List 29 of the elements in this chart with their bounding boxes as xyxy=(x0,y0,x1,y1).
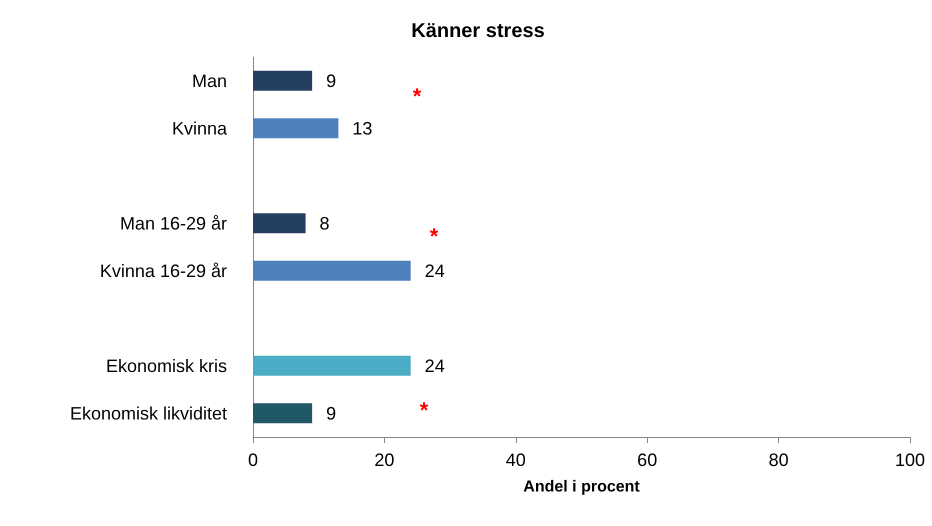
annotation: * xyxy=(412,84,422,108)
x-tick-label: 100 xyxy=(894,450,926,470)
data-label: 24 xyxy=(424,260,445,281)
bar xyxy=(253,356,411,376)
x-tick-label: 60 xyxy=(637,450,658,470)
x-tick-label: 80 xyxy=(768,450,789,470)
y-tick-label: Kvinna 16-29 år xyxy=(100,260,227,281)
data-label: 9 xyxy=(326,70,336,91)
chart-title: Känner stress xyxy=(411,20,545,42)
y-tick-label: Ekonomisk kris xyxy=(106,356,227,376)
annotation: * xyxy=(420,398,429,422)
y-tick-label: Man 16-29 år xyxy=(120,213,228,234)
x-axis-title: Andel i procent xyxy=(523,478,640,496)
y-tick-label: Kvinna xyxy=(172,118,228,138)
data-label: 24 xyxy=(424,356,445,376)
x-tick-label: 0 xyxy=(248,450,258,470)
data-label: 13 xyxy=(352,118,372,138)
bar xyxy=(253,118,338,138)
data-label: 8 xyxy=(320,213,330,234)
x-tick-label: 20 xyxy=(374,450,394,470)
annotation: * xyxy=(430,224,439,248)
bar xyxy=(253,260,411,281)
x-tick-label: 40 xyxy=(506,450,526,470)
bar xyxy=(253,70,312,91)
y-tick-label: Man xyxy=(192,70,227,91)
bar xyxy=(253,403,312,424)
data-label: 9 xyxy=(326,403,336,424)
y-tick-label: Ekonomisk likviditet xyxy=(70,403,227,424)
bar xyxy=(253,213,306,234)
